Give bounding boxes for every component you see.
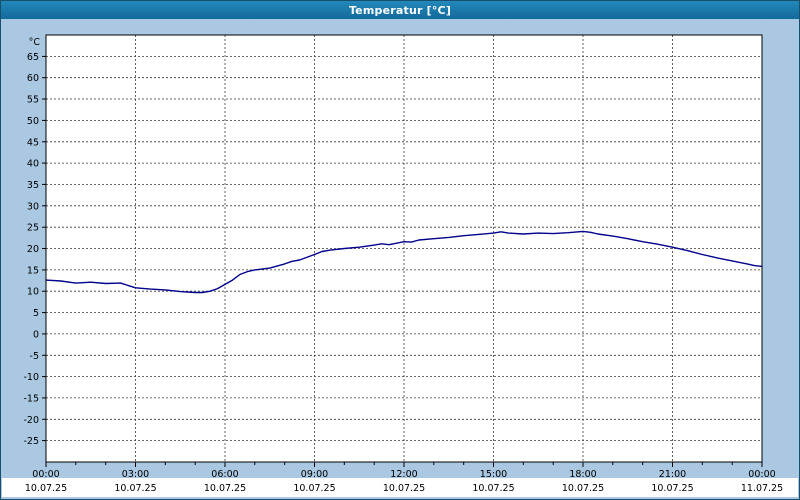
svg-text:10.07.25: 10.07.25 <box>293 483 335 494</box>
svg-text:-15: -15 <box>23 393 39 404</box>
svg-text:00:00: 00:00 <box>32 469 59 480</box>
svg-text:0: 0 <box>33 329 39 340</box>
svg-text:40: 40 <box>27 159 39 170</box>
svg-text:12:00: 12:00 <box>390 469 417 480</box>
svg-text:20: 20 <box>27 244 39 255</box>
svg-text:-5: -5 <box>30 351 39 362</box>
svg-text:55: 55 <box>27 95 39 106</box>
svg-text:11.07.25: 11.07.25 <box>741 483 783 494</box>
svg-text:45: 45 <box>27 137 39 148</box>
svg-text:-25: -25 <box>23 436 39 447</box>
svg-text:10: 10 <box>27 287 39 298</box>
svg-text:30: 30 <box>27 201 39 212</box>
svg-text:10.07.25: 10.07.25 <box>562 483 604 494</box>
svg-text:15: 15 <box>27 265 39 276</box>
svg-text:10.07.25: 10.07.25 <box>114 483 156 494</box>
svg-text:65: 65 <box>27 52 39 63</box>
svg-text:03:00: 03:00 <box>122 469 149 480</box>
svg-text:°C: °C <box>29 37 41 48</box>
svg-text:-10: -10 <box>23 372 39 383</box>
svg-text:10.07.25: 10.07.25 <box>25 483 67 494</box>
svg-text:18:00: 18:00 <box>569 469 596 480</box>
svg-text:25: 25 <box>27 223 39 234</box>
svg-text:21:00: 21:00 <box>659 469 686 480</box>
chart-area: -25 -20 -15 -10 -5 0 5 10 15 20 25 30 35 40 45 50 55 60 65… <box>1 19 799 499</box>
svg-text:00:00: 00:00 <box>748 469 775 480</box>
svg-text:15:00: 15:00 <box>480 469 507 480</box>
svg-text:09:00: 09:00 <box>301 469 328 480</box>
svg-text:50: 50 <box>27 116 39 127</box>
temperature-chart: -25 -20 -15 -10 -5 0 5 10 15 20 25 30 35 40 45 50 55 60 65… <box>2 34 798 497</box>
svg-text:-20: -20 <box>23 415 39 426</box>
svg-text:5: 5 <box>33 308 39 319</box>
svg-text:10.07.25: 10.07.25 <box>651 483 693 494</box>
svg-text:10.07.25: 10.07.25 <box>472 483 514 494</box>
svg-text:35: 35 <box>27 180 39 191</box>
svg-text:60: 60 <box>27 73 39 84</box>
svg-text:10.07.25: 10.07.25 <box>204 483 246 494</box>
svg-text:10.07.25: 10.07.25 <box>383 483 425 494</box>
window-title: Temperatur [°C] <box>348 3 452 17</box>
svg-text:06:00: 06:00 <box>211 469 238 480</box>
window-titlebar: Temperatur [°C] <box>1 1 799 19</box>
